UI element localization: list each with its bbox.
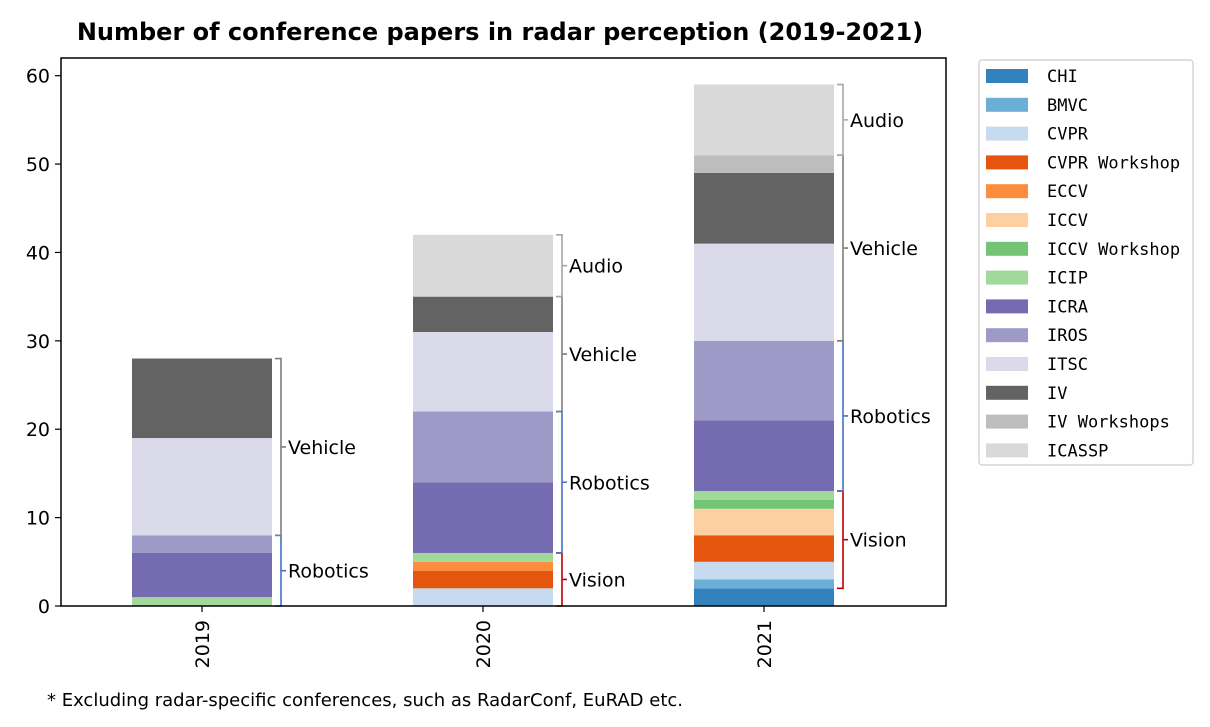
bar-segment-icip-2021 [694,491,834,500]
legend-label-eccv: ECCV [1047,182,1088,202]
bar-segment-cvpr-2021 [694,561,834,580]
legend-label-iccv-workshop: ICCV Workshop [1047,240,1180,260]
bar-segment-itsc-2020 [413,332,553,412]
bar-segment-iros-2019 [132,535,272,553]
legend-label-icra: ICRA [1047,297,1088,317]
group-label-vision-2021: Vision [850,530,907,552]
bar-segment-icassp-2021 [694,84,834,156]
legend-swatch-iccv-workshop [986,241,1028,256]
bracket-vehicle-2020 [556,295,567,413]
bracket-vision-2020 [556,552,567,607]
x-tick-label-2019: 2019 [192,620,214,668]
legend-swatch-iv-workshops [986,414,1028,429]
plot-frame [60,57,947,607]
x-tick-label-2020: 2020 [473,620,495,668]
bar-segment-iccv-2021 [694,508,834,536]
bracket-vehicle-2019 [275,357,286,537]
bar-segment-itsc-2021 [694,243,834,341]
y-tick-label: 20 [26,419,50,441]
bar-segment-bmvc-2021 [694,579,834,589]
legend-label-icip: ICIP [1047,269,1088,289]
legend-swatch-icip [986,270,1028,285]
legend-swatch-icassp [986,443,1028,458]
legend-frame [978,59,1194,466]
legend-swatch-itsc [986,357,1028,371]
legend-swatch-iv [986,385,1028,400]
bar-segment-iv-workshops-2021 [694,155,834,173]
legend-swatch-cvpr-workshop [986,155,1028,170]
legend-label-iv: IV [1047,384,1067,404]
legend-label-iv-workshops: IV Workshops [1047,413,1170,433]
group-label-vehicle-2021: Vehicle [850,238,918,260]
legend-label-itsc: ITSC [1047,355,1088,375]
bracket-robotics-2020 [556,410,567,554]
legend-label-cvpr: CVPR [1047,125,1089,145]
legend-swatch-eccv [986,184,1028,199]
bar-segment-icip-2020 [413,552,553,562]
bar-segment-iv-2019 [132,358,272,439]
legend-swatch-cvpr [986,126,1028,141]
bar-segment-eccv-2020 [413,561,553,571]
group-label-audio-2021: Audio [850,110,904,132]
bracket-vehicle-2021 [837,154,848,342]
y-tick-label: 50 [26,154,50,176]
bar-segment-icra-2021 [694,420,834,492]
x-axis: 2019 2020 2021 [192,606,776,668]
bar-segment-iv-2021 [694,172,834,244]
y-tick-label: 60 [26,66,50,88]
y-tick-label: 30 [26,331,50,353]
group-label-vision-2020: Vision [569,569,626,591]
group-label-robotics-2021: Robotics [850,406,931,428]
bar-segment-chi-2021 [694,588,834,606]
group-label-vehicle-2019: Vehicle [288,437,356,459]
y-axis: 0 10 20 30 40 50 60 [26,66,61,618]
group-label-robotics-2020: Robotics [569,472,650,494]
bracket-audio-2020 [556,233,567,298]
y-tick-label: 10 [26,508,50,530]
group-annotations: Robotics Vehicle Vision Robotics Vehicle Audi… [275,83,931,607]
bracket-robotics-2019 [275,534,286,607]
y-tick-label: 0 [38,596,50,618]
bar-segment-cvpr-workshop-2020 [413,570,553,589]
bracket-audio-2021 [837,83,848,157]
bar-stacks [132,84,834,606]
y-tick-label: 40 [26,242,50,264]
bar-segment-icassp-2020 [413,234,553,297]
group-label-vehicle-2020: Vehicle [569,344,637,366]
bar-segment-iv-2020 [413,296,553,332]
bracket-vision-2021 [837,490,848,590]
legend-label-icassp: ICASSP [1047,441,1108,461]
legend: CHI BMVC CVPR CVPR Workshop ECCV ICCV ICCV Wor… [978,59,1194,466]
bar-segment-itsc-2019 [132,438,272,536]
legend-swatch-icra [986,299,1028,314]
legend-label-iros: IROS [1047,326,1088,346]
chart-title: Number of conference papers in radar per… [77,18,923,46]
footnote: * Excluding radar-specific conferences, … [47,690,683,711]
bar-segment-iccv-workshop-2021 [694,499,834,509]
bar-segment-icra-2019 [132,552,272,598]
legend-swatch-iros [986,328,1028,343]
bar-segment-cvpr-workshop-2021 [694,535,834,562]
legend-swatch-iccv [986,213,1028,227]
bar-segment-iros-2020 [413,411,553,483]
group-label-robotics-2019: Robotics [288,561,369,583]
legend-label-cvpr-workshop: CVPR Workshop [1047,153,1180,173]
group-label-audio-2020: Audio [569,256,623,278]
bar-segment-icra-2020 [413,482,553,553]
bar-segment-cvpr-2020 [413,588,553,606]
bar-segment-iros-2021 [694,340,834,421]
bracket-robotics-2021 [837,340,848,492]
legend-label-bmvc: BMVC [1047,96,1088,116]
bar-segment-icip-2019 [132,597,272,606]
legend-swatch-chi [986,69,1028,83]
x-tick-label-2021: 2021 [754,620,776,668]
legend-swatch-bmvc [986,97,1028,112]
legend-label-chi: CHI [1047,67,1078,87]
legend-label-iccv: ICCV [1047,211,1088,231]
